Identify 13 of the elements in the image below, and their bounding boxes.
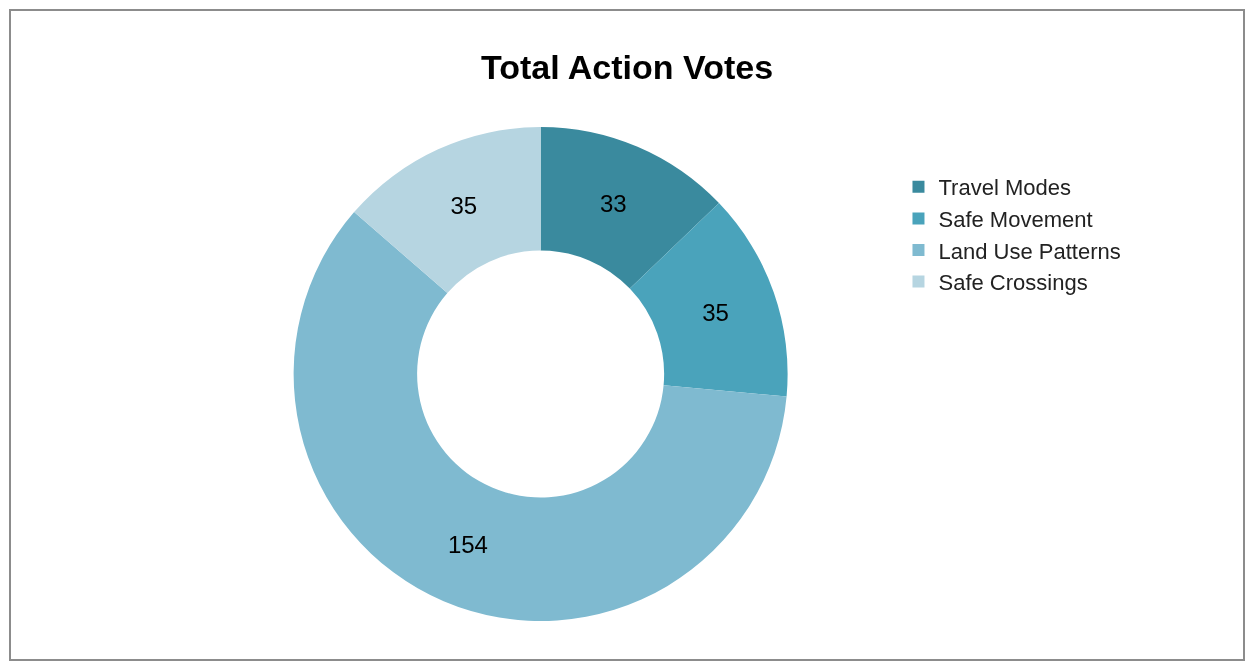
data-label: 35 [450,191,478,219]
legend-label: Travel Modes [938,175,1071,201]
donut-slice [294,212,787,621]
donut-slice [629,203,788,397]
donut-slice [354,127,541,294]
chart-title: Total Action Votes [480,47,774,86]
legend-label: Land Use Patterns [938,238,1121,264]
data-label: 154 [447,530,488,558]
legend-label: Safe Movement [938,206,1093,232]
data-label: 35 [702,299,729,327]
donut-slice [540,127,719,289]
legend-label: Safe Crossings [938,270,1088,296]
data-label: 33 [599,190,627,218]
